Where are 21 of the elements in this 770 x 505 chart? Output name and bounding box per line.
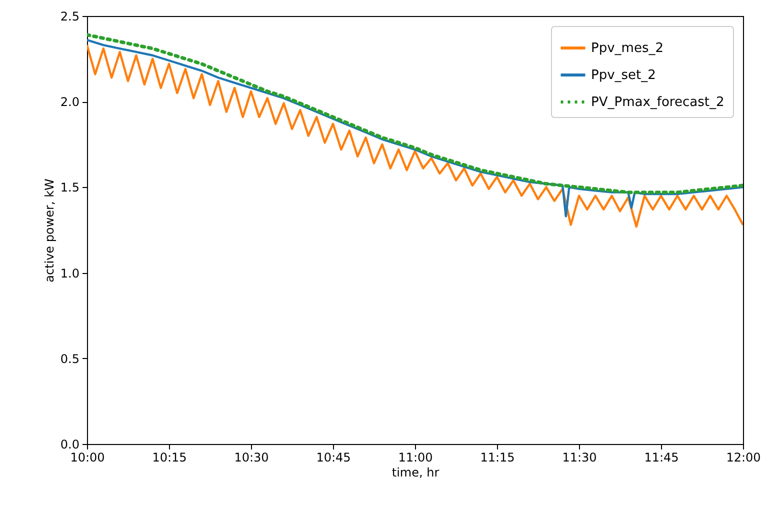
- y-tick-label: 0.0: [60, 438, 80, 452]
- x-tick-label: 10:15: [152, 450, 187, 464]
- x-tick-label: 11:30: [562, 450, 597, 464]
- y-tick-label: 2.5: [60, 10, 80, 24]
- y-tick-label: 2.0: [60, 95, 80, 110]
- x-tick-label: 11:15: [480, 450, 515, 464]
- line-series: [87, 33, 743, 194]
- x-tick-label: 12:00: [726, 450, 761, 464]
- x-tick-label: 11:00: [398, 450, 433, 464]
- x-tick-label: 10:30: [234, 450, 269, 464]
- y-tick-label: 1.5: [60, 180, 80, 195]
- x-axis-title: time, hr: [392, 466, 440, 480]
- y-axis-title: active power, kW: [42, 178, 56, 282]
- legend-label: Ppv_mes_2: [591, 41, 664, 56]
- y-tick-label: 0.5: [60, 352, 80, 366]
- legend-label: Ppv_set_2: [591, 68, 656, 83]
- legend-label: PV_Pmax_forecast_2: [591, 95, 724, 110]
- y-tick-label: 1.0: [60, 266, 80, 280]
- x-tick-label: 10:00: [70, 450, 105, 464]
- x-tick-label: 11:45: [644, 450, 679, 464]
- x-tick-label: 10:45: [316, 450, 351, 464]
